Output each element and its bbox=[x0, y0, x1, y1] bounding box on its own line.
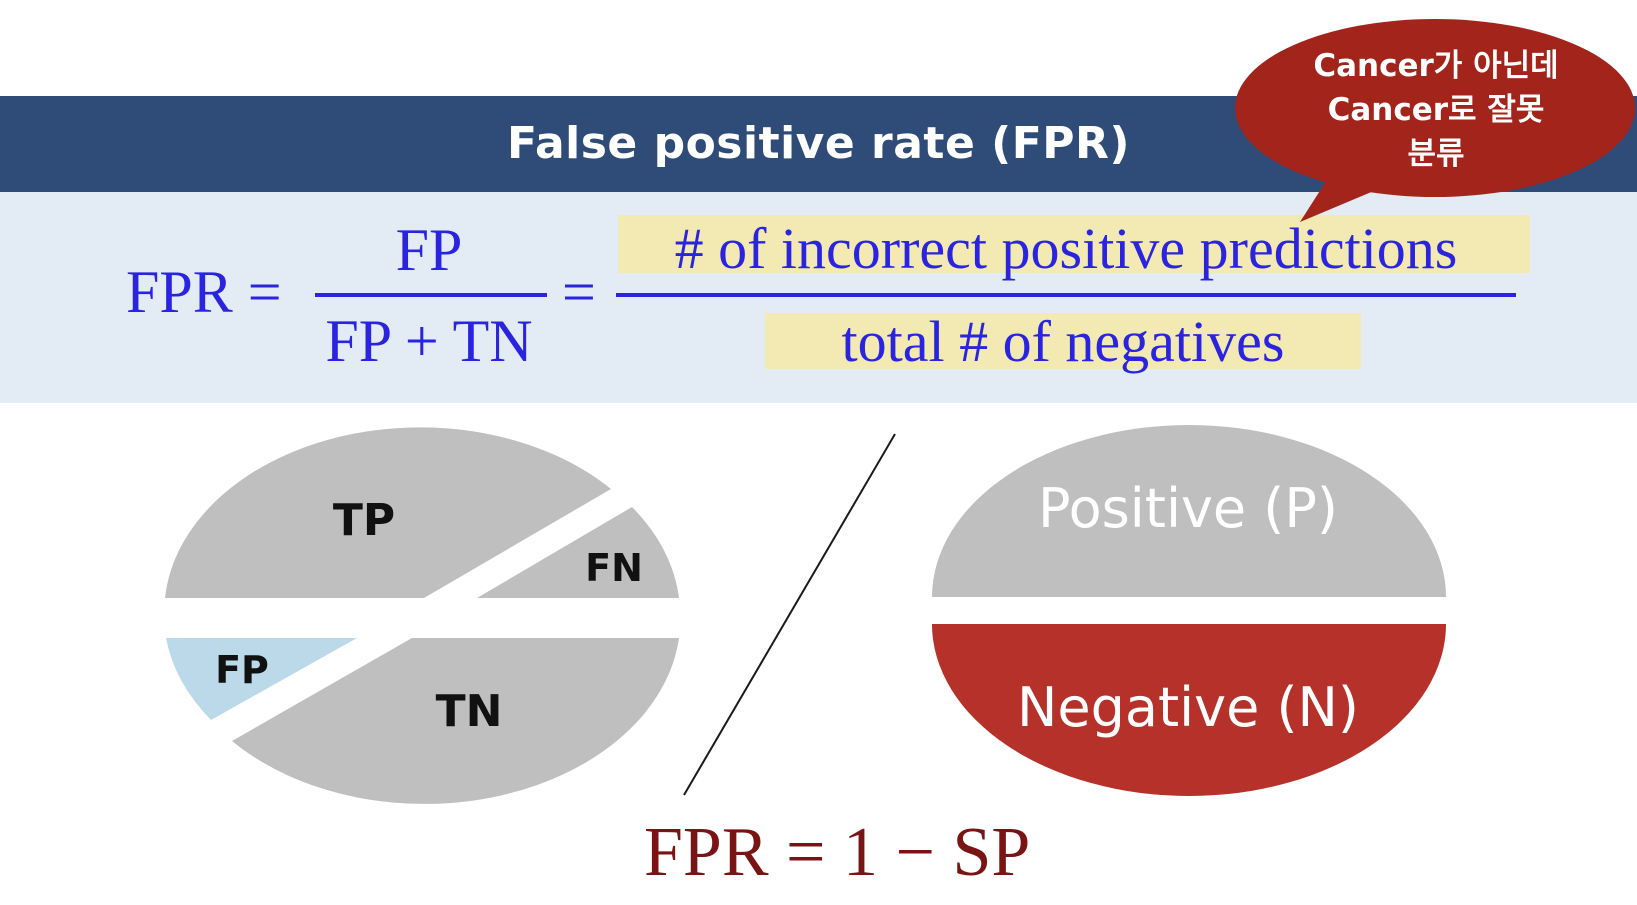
fraction1-bar bbox=[315, 293, 547, 297]
fraction2-denominator: total # of negatives bbox=[841, 309, 1285, 374]
left-pie bbox=[165, 427, 679, 804]
callout-line-2: Cancer로 잘못 bbox=[1327, 92, 1545, 128]
label-negative: Negative (N) bbox=[1017, 676, 1359, 739]
slide-title: False positive rate (FPR) bbox=[506, 118, 1131, 169]
pie-label-tp: TP bbox=[333, 495, 395, 546]
pie-segment-fn bbox=[477, 507, 679, 598]
bottom-formula: FPR = 1 − SP bbox=[644, 814, 1031, 891]
callout-bubble bbox=[1235, 19, 1635, 222]
ellipse-negative-half bbox=[932, 624, 1446, 796]
pie-segment-tp bbox=[165, 427, 611, 598]
formula-lhs: FPR = bbox=[126, 259, 282, 325]
pie-label-fp: FP bbox=[215, 648, 269, 692]
right-ellipse bbox=[932, 425, 1446, 796]
pie-segment-fp bbox=[166, 638, 357, 720]
callout-line-1: Cancer가 아닌데 bbox=[1313, 48, 1559, 84]
numerator-highlight bbox=[618, 215, 1530, 273]
pie-segment-tn bbox=[232, 638, 679, 804]
callout-line-3: 분류 bbox=[1407, 136, 1465, 172]
denominator-highlight bbox=[765, 313, 1361, 369]
callout-text: Cancer가 아닌데 Cancer로 잘못 분류 bbox=[1238, 44, 1634, 176]
fraction1-numerator: FP bbox=[395, 217, 463, 283]
fraction1-denominator: FP + TN bbox=[325, 308, 533, 374]
pie-label-fn: FN bbox=[585, 546, 643, 590]
ellipse-positive-half bbox=[932, 425, 1446, 597]
fraction2-numerator: # of incorrect positive predictions bbox=[674, 216, 1458, 281]
pie-label-tn: TN bbox=[436, 686, 503, 737]
fraction2-bar bbox=[616, 293, 1516, 297]
divider-line bbox=[683, 433, 896, 796]
formula-equals: = bbox=[562, 259, 596, 325]
label-positive: Positive (P) bbox=[1038, 477, 1338, 540]
